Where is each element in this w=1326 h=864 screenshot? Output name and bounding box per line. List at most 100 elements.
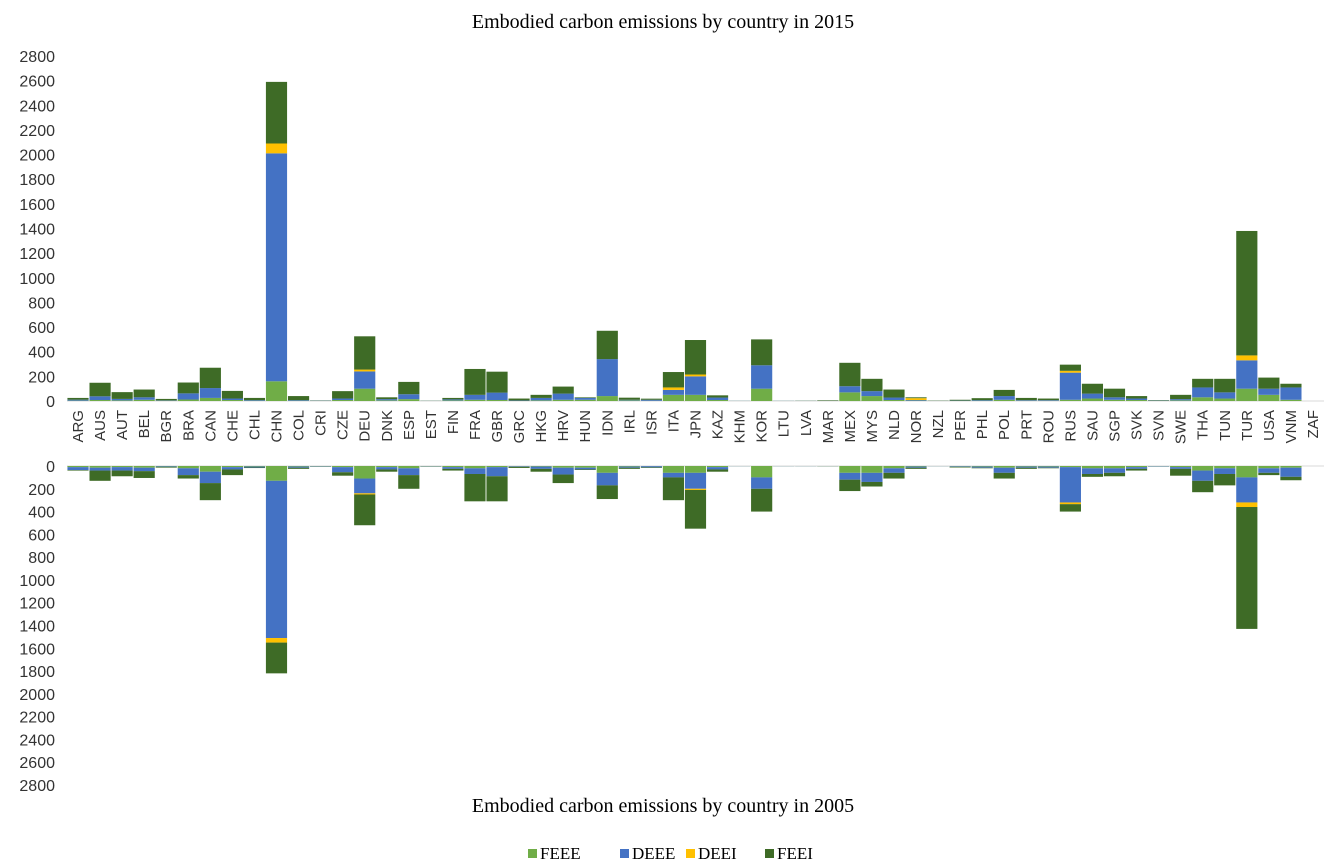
bar-segment-feee-nor	[905, 466, 927, 467]
bar-segment-deei-rus	[1059, 502, 1081, 505]
bar-segment-feei-jpn	[684, 489, 707, 529]
bar-segment-feei-bel	[133, 389, 155, 398]
bar-segment-feee-rus	[1059, 399, 1081, 401]
category-label: CHE	[224, 410, 241, 442]
category-label: NOR	[908, 410, 925, 444]
bar-segment-feee-mex	[839, 466, 861, 473]
bar-segment-deee-aus	[89, 396, 111, 401]
bar-segment-feee-tha	[1192, 466, 1214, 471]
bar-segment-deee-che	[221, 467, 243, 470]
legend-label-feei: FEEI	[777, 844, 813, 863]
bottom-y-tick-label: 400	[28, 505, 55, 522]
bar-segment-feei-usa	[1258, 472, 1280, 476]
bar-segment-feee-swe	[1170, 466, 1192, 468]
bar-segment-deee-nor	[905, 466, 927, 468]
bar-segment-feee-che	[221, 466, 243, 468]
bar-segment-feei-rou	[1037, 398, 1059, 401]
bar-segment-feei-nld	[883, 389, 905, 398]
bar-segment-feei-tur	[1236, 230, 1258, 356]
bar-segment-feei-dnk	[376, 397, 398, 400]
bar-segment-feee-mex	[839, 392, 861, 402]
category-label: SGP	[1107, 410, 1124, 442]
bar-segment-feee-tun	[1214, 466, 1236, 469]
bar-segment-deei-jpn	[684, 488, 707, 490]
bottom-y-tick-label: 2200	[19, 710, 55, 727]
category-label: AUT	[114, 410, 131, 440]
bar-segment-feee-hrv	[552, 466, 574, 468]
bottom-y-tick-label: 0	[46, 459, 55, 476]
top-bars	[67, 81, 1302, 402]
bar-segment-deee-bel	[133, 397, 155, 400]
bar-segment-feee-usa	[1258, 394, 1280, 401]
bar-segment-deee-tha	[1192, 387, 1214, 398]
bar-segment-feee-phl	[971, 466, 993, 467]
category-label: MYS	[864, 410, 881, 443]
bar-segment-deee-chn	[265, 480, 288, 639]
category-label: KHM	[732, 410, 749, 443]
legend-swatch-deee	[620, 849, 629, 858]
bar-segment-feee-swe	[1170, 400, 1192, 401]
bar-segment-feei-cze	[332, 391, 354, 399]
bar-segment-feee-irl	[618, 466, 640, 467]
bar-segment-deee-kor	[751, 477, 773, 489]
bar-segment-deee-hun	[574, 397, 596, 400]
bar-segment-deei-deu	[354, 493, 376, 495]
bar-segment-deee-irl	[618, 466, 640, 468]
bar-segment-feee-tun	[1214, 398, 1236, 401]
bar-segment-deee-hun	[574, 467, 596, 470]
bar-segment-deee-nld	[883, 468, 905, 473]
bar-segment-feei-swe	[1170, 394, 1192, 400]
top-y-tick-label: 1600	[19, 197, 55, 214]
bar-segment-feee-bel	[133, 466, 155, 468]
bar-segment-deee-arg	[67, 399, 89, 401]
bar-segment-deee-fin	[442, 399, 464, 401]
bar-segment-feei-isr	[640, 467, 662, 468]
bar-segment-feei-bgr	[155, 398, 177, 401]
category-label: AUS	[92, 410, 109, 441]
bar-segment-feei-aus	[89, 470, 111, 481]
bar-segment-feei-per	[949, 399, 971, 401]
top-y-tick-label: 2800	[19, 49, 55, 66]
bar-segment-feee-mys	[861, 466, 883, 473]
bar-segment-deee-col	[287, 400, 310, 401]
bar-segment-deee-deu	[354, 478, 376, 494]
bar-segment-deee-gbr	[486, 392, 508, 401]
bar-segment-deee-col	[287, 466, 310, 468]
bar-segment-feei-irl	[618, 467, 640, 469]
bar-segment-feei-che	[221, 469, 243, 476]
category-label: GRC	[511, 410, 528, 444]
bar-segment-deee-mys	[861, 472, 883, 482]
bar-segment-feei-sau	[1081, 383, 1104, 394]
category-label: FRA	[467, 410, 484, 440]
bar-segment-feee-idn	[596, 466, 618, 473]
category-label: LVA	[798, 410, 815, 436]
legend-label-feee: FEEE	[540, 844, 581, 863]
category-label: DNK	[379, 410, 396, 442]
category-label: THA	[1195, 410, 1212, 440]
bar-segment-feei-rou	[1037, 467, 1059, 469]
bar-segment-feee-cze	[332, 466, 354, 468]
category-label: FIN	[445, 410, 462, 434]
bar-segment-feee-esp	[398, 466, 420, 469]
bar-segment-feei-esp	[398, 381, 420, 395]
bar-segment-feei-mys	[861, 378, 883, 392]
bar-segment-feee-deu	[354, 388, 376, 401]
bar-segment-deee-chn	[265, 153, 288, 382]
bar-segment-feee-prt	[1015, 466, 1037, 467]
bottom-y-tick-label: 200	[28, 482, 55, 499]
category-label: SVN	[1151, 410, 1168, 441]
bar-segment-feei-svk	[1125, 396, 1148, 399]
bar-segment-deee-mex	[839, 472, 861, 480]
category-label: DEU	[357, 410, 374, 442]
category-label: VNM	[1283, 410, 1300, 443]
bar-segment-feei-bra	[177, 475, 199, 479]
bar-segment-deee-sgp	[1103, 397, 1126, 400]
bar-segment-deee-kaz	[706, 467, 729, 470]
bar-segment-feee-fin	[442, 400, 464, 401]
bar-segment-feee-chn	[265, 466, 288, 481]
bar-segment-feee-hkg	[530, 400, 552, 401]
top-y-tick-label: 1000	[19, 271, 55, 288]
bar-segment-deee-hkg	[530, 466, 552, 469]
bar-segment-feei-irl	[618, 397, 640, 400]
bar-segment-deee-prt	[1015, 466, 1037, 468]
